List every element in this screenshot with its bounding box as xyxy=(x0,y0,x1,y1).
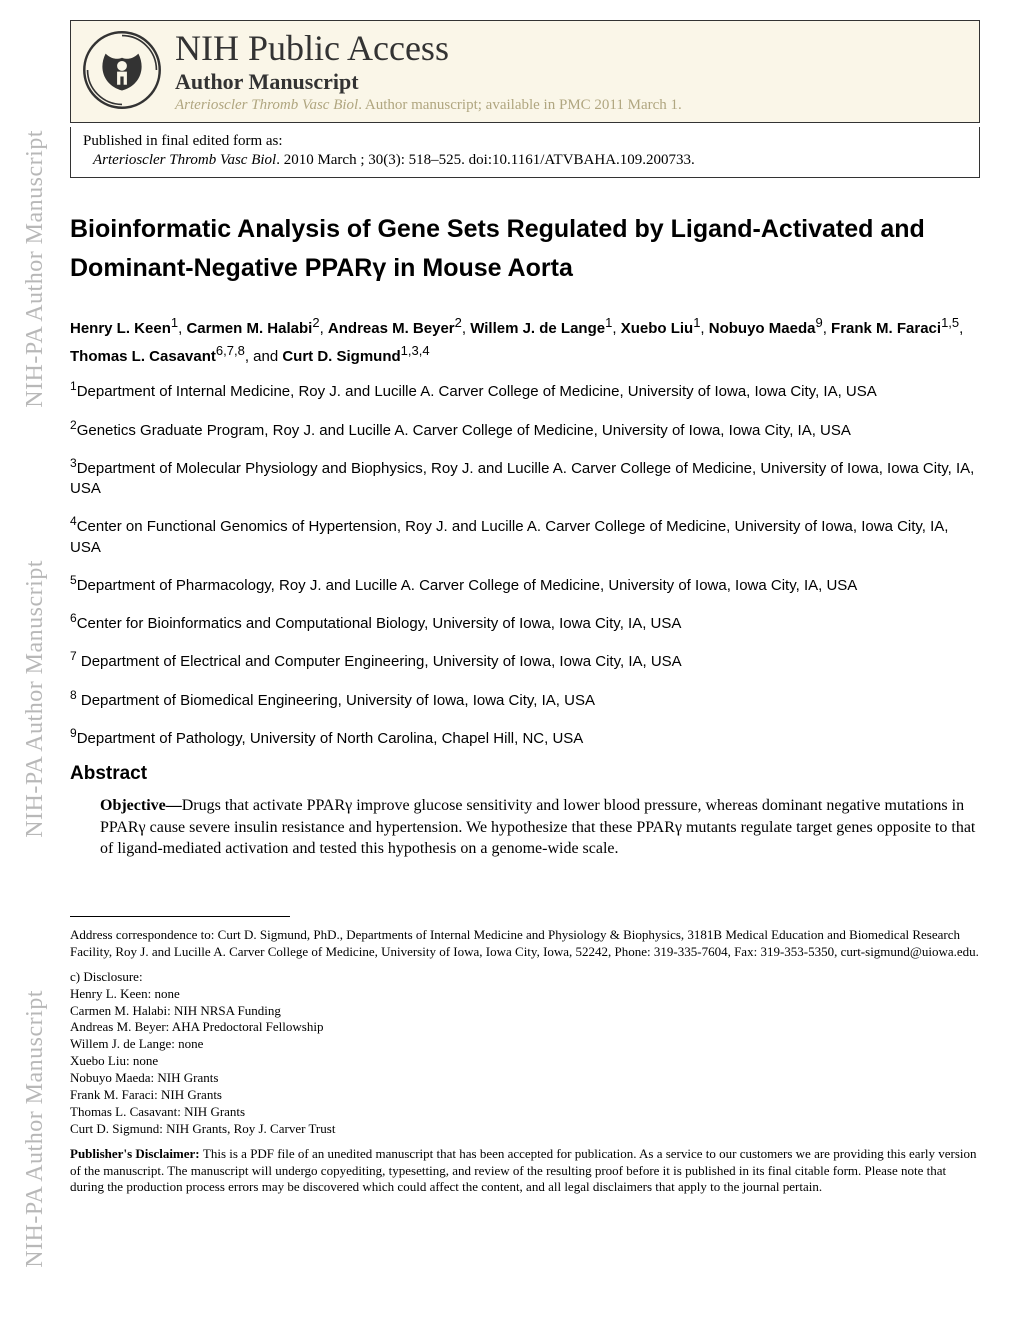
disclosure-line: Thomas L. Casavant: NIH Grants xyxy=(70,1104,980,1121)
abstract-heading: Abstract xyxy=(70,763,980,785)
page-content: NIH Public Access Author Manuscript Arte… xyxy=(0,0,1020,1224)
disclaimer-block: Publisher's Disclaimer: This is a PDF fi… xyxy=(70,1146,980,1197)
affiliation: 6Center for Bioinformatics and Computati… xyxy=(70,610,980,634)
affiliation: 7 Department of Electrical and Computer … xyxy=(70,648,980,672)
disclosure-block: c) Disclosure: Henry L. Keen: noneCarmen… xyxy=(70,969,980,1138)
header-text: NIH Public Access Author Manuscript Arte… xyxy=(175,29,969,114)
disclosure-line: Xuebo Liu: none xyxy=(70,1053,980,1070)
citation-line: Arterioscler Thromb Vasc Biol. 2010 Marc… xyxy=(83,152,967,169)
publication-box: Published in final edited form as: Arter… xyxy=(70,127,980,178)
affiliation: 4Center on Functional Genomics of Hypert… xyxy=(70,513,980,558)
author-list: Henry L. Keen1, Carmen M. Halabi2, Andre… xyxy=(70,313,980,368)
journal-name-italic: Arterioscler Thromb Vasc Biol xyxy=(175,97,358,113)
disclosure-line: Carmen M. Halabi: NIH NRSA Funding xyxy=(70,1003,980,1020)
disclosure-line: Curt D. Sigmund: NIH Grants, Roy J. Carv… xyxy=(70,1121,980,1138)
disclosure-label: c) Disclosure: xyxy=(70,969,980,986)
affiliation: 5Department of Pharmacology, Roy J. and … xyxy=(70,572,980,596)
footnote-divider xyxy=(70,916,290,917)
affiliation-list: 1Department of Internal Medicine, Roy J.… xyxy=(70,378,980,749)
disclaimer-text: This is a PDF file of an unedited manusc… xyxy=(70,1146,977,1195)
disclosure-line: Willem J. de Lange: none xyxy=(70,1036,980,1053)
watermark-text: NIH-PA Author Manuscript xyxy=(22,560,49,838)
journal-availability: Arterioscler Thromb Vasc Biol. Author ma… xyxy=(175,97,969,114)
disclosure-line: Henry L. Keen: none xyxy=(70,986,980,1003)
disclosure-line: Andreas M. Beyer: AHA Predoctoral Fellow… xyxy=(70,1019,980,1036)
affiliation: 2Genetics Graduate Program, Roy J. and L… xyxy=(70,417,980,441)
author-manuscript-label: Author Manuscript xyxy=(175,69,969,95)
published-form-label: Published in final edited form as: xyxy=(83,133,967,150)
correspondence-block: Address correspondence to: Curt D. Sigmu… xyxy=(70,927,980,961)
disclosure-line: Nobuyo Maeda: NIH Grants xyxy=(70,1070,980,1087)
affiliation: 3Department of Molecular Physiology and … xyxy=(70,455,980,500)
nih-title: NIH Public Access xyxy=(175,29,969,69)
paper-title: Bioinformatic Analysis of Gene Sets Regu… xyxy=(70,210,980,288)
abstract-body: Objective—Drugs that activate PPARγ impr… xyxy=(70,795,980,860)
affiliation: 8 Department of Biomedical Engineering, … xyxy=(70,687,980,711)
affiliation: 9Department of Pathology, University of … xyxy=(70,725,980,749)
journal-rest: . Author manuscript; available in PMC 20… xyxy=(358,97,682,113)
objective-label: Objective— xyxy=(100,797,182,814)
citation-details: . 2010 March ; 30(3): 518–525. doi:10.11… xyxy=(276,152,695,168)
watermark-text: NIH-PA Author Manuscript xyxy=(22,990,49,1268)
disclosure-line: Frank M. Faraci: NIH Grants xyxy=(70,1087,980,1104)
watermark-text: NIH-PA Author Manuscript xyxy=(22,130,49,408)
affiliation: 1Department of Internal Medicine, Roy J.… xyxy=(70,378,980,402)
header-box: NIH Public Access Author Manuscript Arte… xyxy=(70,20,980,123)
citation-journal: Arterioscler Thromb Vasc Biol xyxy=(93,152,276,168)
disclaimer-label: Publisher's Disclaimer: xyxy=(70,1146,203,1161)
hhs-logo-icon xyxy=(81,29,163,111)
objective-text: Drugs that activate PPARγ improve glucos… xyxy=(100,797,975,857)
disclosure-list: Henry L. Keen: noneCarmen M. Halabi: NIH… xyxy=(70,986,980,1138)
